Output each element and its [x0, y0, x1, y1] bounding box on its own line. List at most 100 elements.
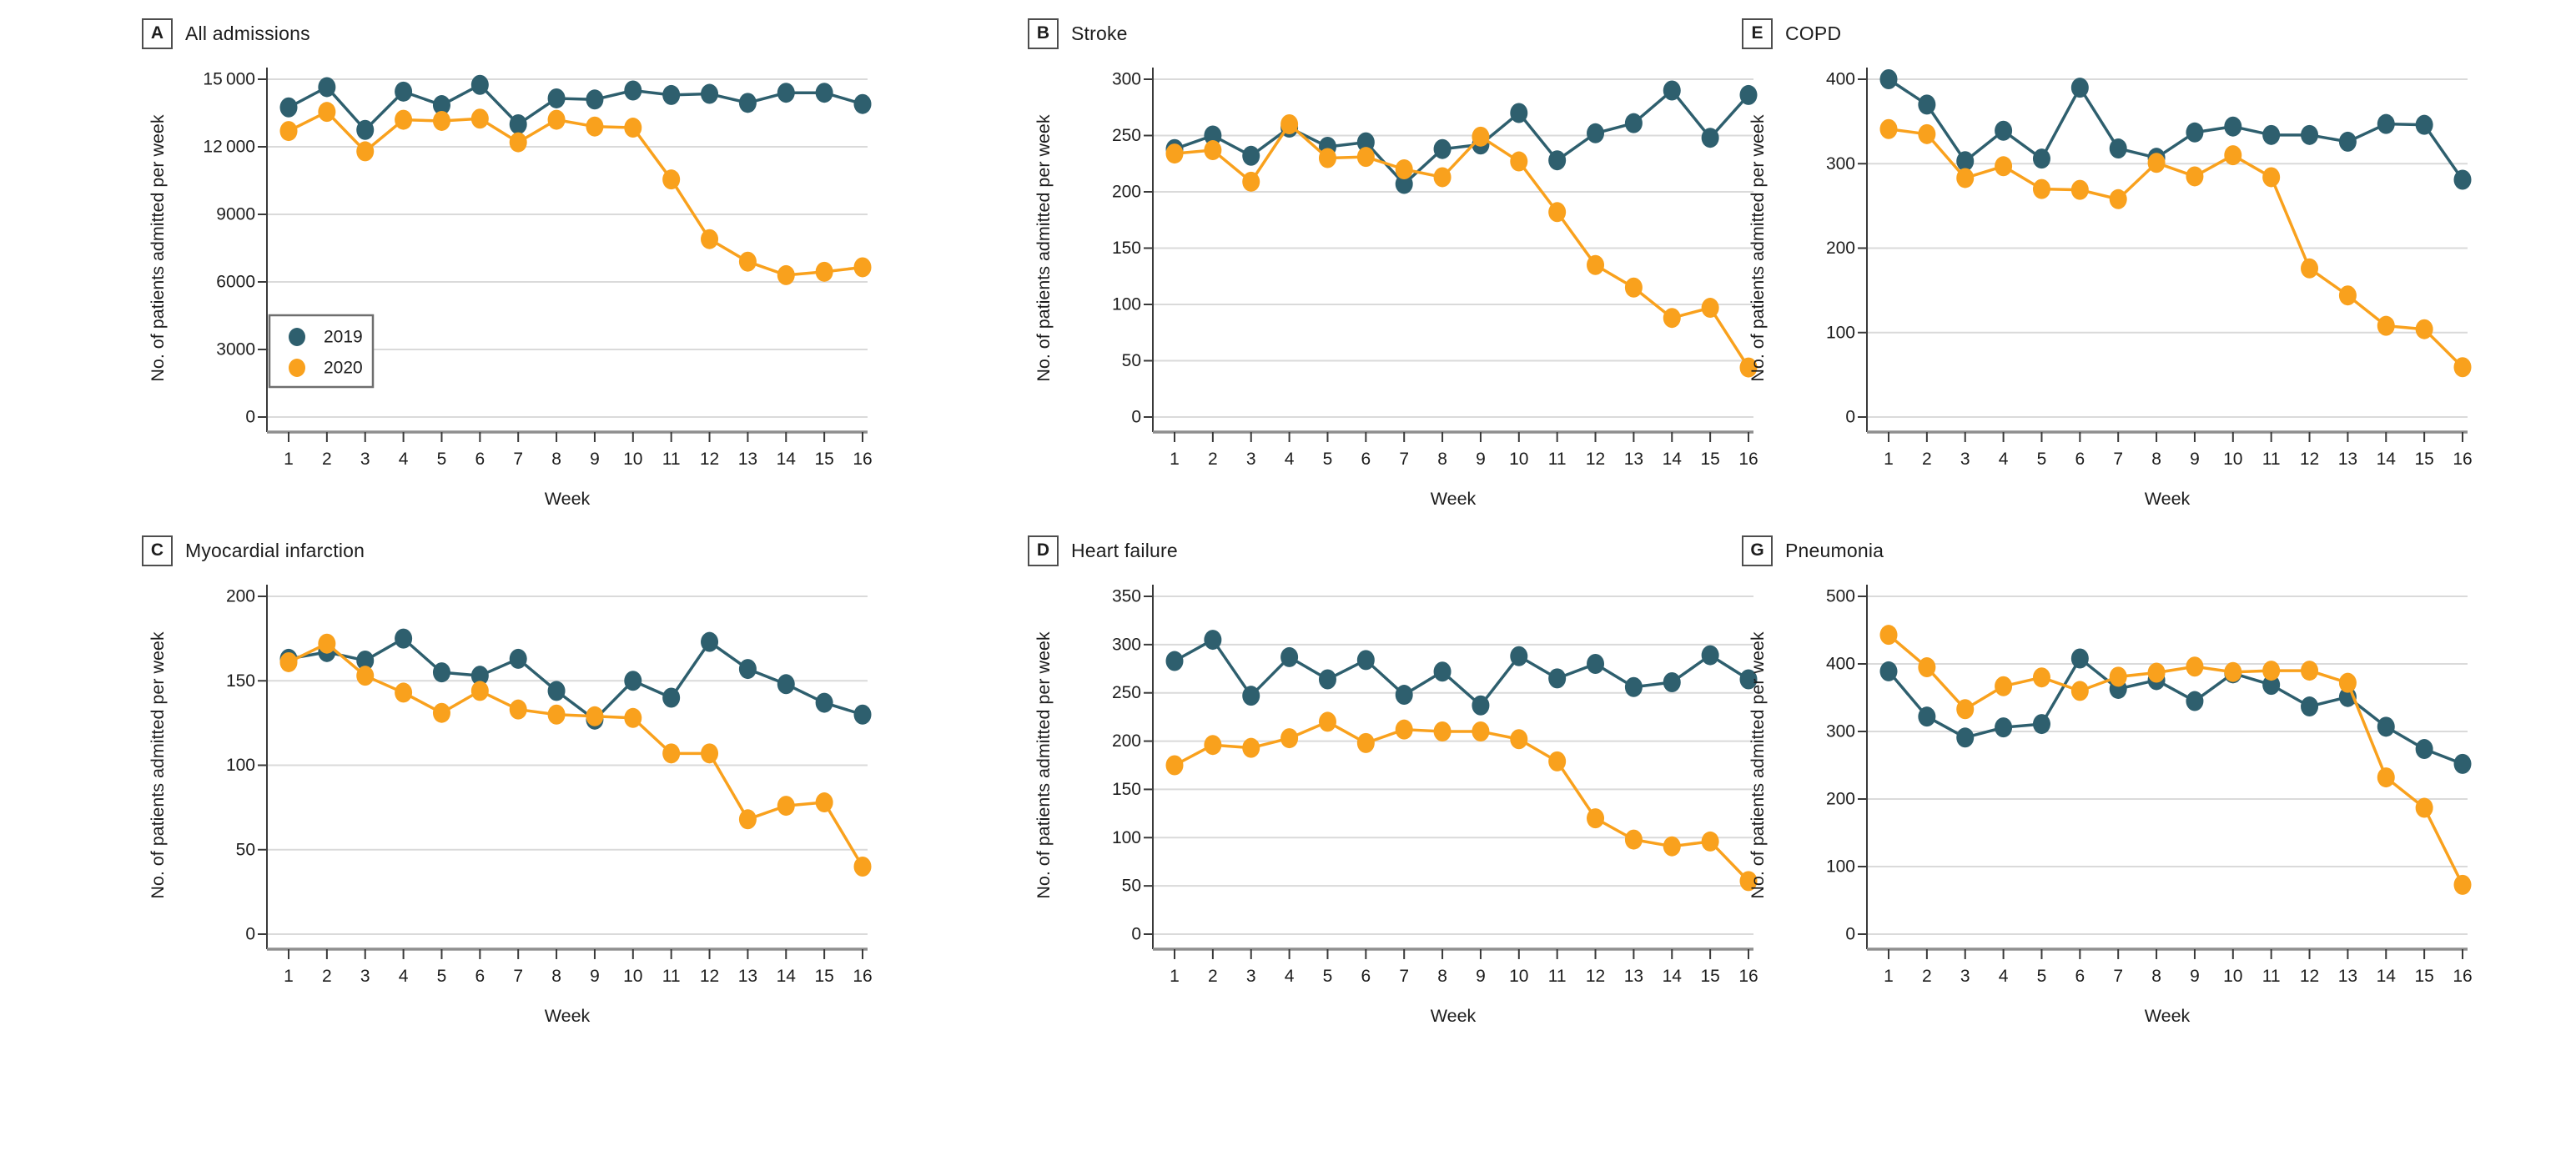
series-line-2020: [1887, 127, 2464, 369]
x-tick-label: 1: [1884, 450, 1894, 469]
x-tick-label: 5: [1323, 450, 1333, 469]
panel-letter-badge: C: [142, 535, 173, 566]
x-axis-title: Week: [545, 1006, 591, 1026]
data-point-2020: [1510, 729, 1528, 750]
x-tick-label: 15: [2414, 450, 2433, 469]
series-line-2019: [1887, 78, 2464, 182]
data-point-2020: [2453, 357, 2472, 378]
data-point-2019: [624, 671, 642, 691]
legend: 2019 2020: [268, 314, 375, 389]
y-tick-label: 50: [236, 840, 255, 859]
y-axis-title: No. of patients admitted per week: [148, 114, 168, 382]
data-point-2020: [1204, 140, 1222, 161]
data-point-2019: [2453, 753, 2472, 774]
data-point-2020: [1356, 732, 1375, 753]
y-tick-label: 0: [1131, 925, 1141, 944]
data-point-2020: [470, 681, 489, 701]
data-point-2019: [395, 81, 413, 102]
y-tick-label: 250: [1112, 683, 1141, 702]
data-point-2019: [547, 681, 566, 701]
x-tick-label: 12: [700, 967, 719, 986]
y-axis-title: No. of patients admitted per week: [1034, 114, 1054, 382]
x-tick-label: 5: [437, 967, 447, 986]
x-axis-title: Week: [2145, 1006, 2191, 1026]
data-point-2020: [356, 141, 375, 162]
x-tick-label: 12: [2300, 967, 2319, 986]
data-point-2019: [509, 648, 527, 669]
series-line-2019: [1887, 656, 2464, 766]
x-tick-label: 9: [1476, 450, 1486, 469]
x-tick-label: 5: [2037, 967, 2047, 986]
x-tick-label: 7: [1399, 450, 1409, 469]
x-tick-label: 1: [1884, 967, 1894, 986]
x-tick-label: 14: [2377, 450, 2397, 469]
panel-letter-badge: D: [1028, 535, 1059, 566]
x-tick-label: 13: [1624, 967, 1643, 986]
x-tick-label: 3: [1246, 967, 1256, 986]
data-point-2019: [470, 666, 489, 686]
data-point-2019: [738, 93, 757, 113]
x-axis-title: Week: [1431, 1006, 1477, 1026]
x-tick-label: 9: [1476, 967, 1486, 986]
x-tick-label: 15: [814, 450, 833, 469]
y-tick-label: 150: [1112, 239, 1141, 258]
data-point-2020: [2032, 667, 2050, 688]
data-point-2019: [1204, 630, 1222, 651]
data-point-2019: [1918, 706, 1936, 727]
panel-letter-badge: E: [1742, 18, 1773, 49]
y-tick-label: 500: [1826, 587, 1855, 606]
x-tick-label: 2: [322, 967, 332, 986]
panel-letter-badge: A: [142, 18, 173, 49]
x-tick-label: 7: [2113, 967, 2123, 986]
data-point-2019: [1663, 671, 1681, 692]
data-point-2019: [470, 74, 489, 95]
x-tick-label: 6: [1361, 967, 1371, 986]
data-point-2019: [1510, 646, 1528, 666]
data-point-2020: [395, 682, 413, 703]
y-tick-label: 100: [1826, 857, 1855, 877]
data-point-2020: [1918, 657, 1936, 678]
y-tick-label: 300: [1826, 154, 1855, 173]
data-point-2019: [1995, 717, 2013, 738]
data-point-2020: [1879, 118, 1898, 139]
y-tick-label: 0: [1131, 408, 1141, 427]
data-point-2019: [815, 83, 833, 103]
panel-stroke: B Stroke 0 50 100 150 200 250 300 1 2 3 4 5 6 7 8 9 10 11…: [1011, 17, 1795, 521]
data-point-2020: [1663, 308, 1681, 329]
x-tick-label: 5: [1323, 967, 1333, 986]
y-tick-label: 0: [1845, 925, 1855, 944]
x-tick-label: 4: [1285, 450, 1295, 469]
panel-header: G Pneumonia: [1742, 534, 2509, 567]
data-point-2019: [2070, 78, 2089, 98]
y-tick-label: 0: [245, 925, 255, 944]
data-point-2020: [432, 110, 450, 131]
y-tick-label: 150: [226, 671, 255, 691]
data-point-2019: [1918, 94, 1936, 115]
x-tick-label: 16: [2453, 967, 2472, 986]
data-point-2020: [432, 702, 450, 723]
data-point-2020: [2338, 672, 2357, 693]
data-point-2020: [547, 704, 566, 725]
data-point-2019: [1587, 123, 1605, 143]
data-point-2020: [1624, 277, 1643, 298]
y-tick-label: 350: [1112, 587, 1141, 606]
panel-title: Myocardial infarction: [185, 539, 365, 561]
series-line-2019: [1173, 88, 1750, 186]
series-line-2019: [287, 83, 864, 132]
x-tick-label: 10: [2223, 450, 2242, 469]
data-point-2020: [1701, 831, 1719, 852]
panel-all-admissions: A All admissions 0 3000 6000 9000 12 000 15 0…: [125, 17, 909, 521]
data-point-2020: [470, 108, 489, 129]
data-point-2019: [2377, 113, 2395, 134]
x-tick-label: 8: [2151, 450, 2161, 469]
data-point-2019: [1433, 138, 1452, 159]
data-point-2020: [2224, 661, 2242, 682]
panel-letter-badge: G: [1742, 535, 1773, 566]
data-point-2020: [1395, 719, 1413, 740]
y-tick-label: 400: [1826, 655, 1855, 674]
data-point-2019: [1548, 150, 1567, 171]
data-point-2019: [432, 95, 450, 116]
data-point-2019: [1995, 120, 2013, 141]
data-point-2020: [1548, 751, 1567, 771]
panel-title: Pneumonia: [1785, 539, 1884, 561]
